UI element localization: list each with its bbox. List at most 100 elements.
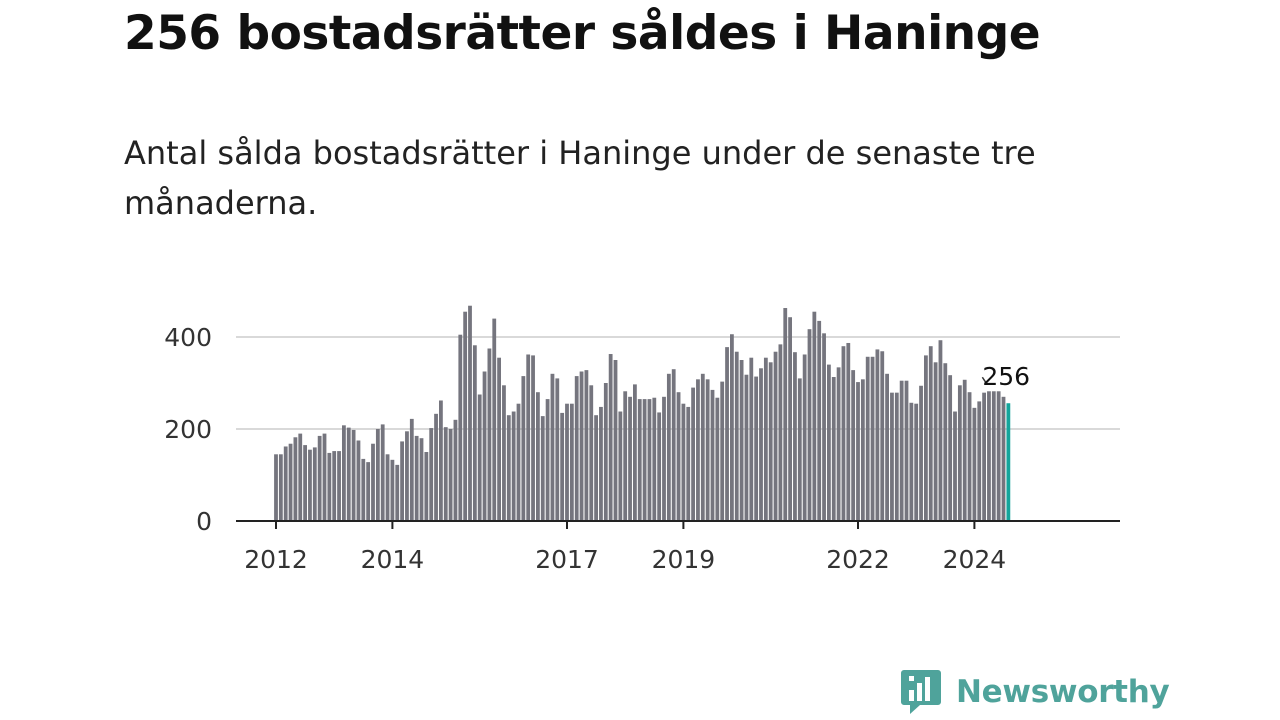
bar	[351, 429, 356, 521]
bar	[890, 392, 894, 521]
bar	[647, 399, 652, 521]
bar	[691, 387, 695, 521]
bar	[419, 438, 424, 521]
bar	[817, 320, 822, 521]
bar	[763, 357, 768, 521]
bar	[317, 435, 322, 521]
x-tick-label: 2014	[361, 545, 425, 574]
bar	[642, 399, 647, 521]
bar	[904, 380, 909, 521]
bar	[953, 411, 957, 521]
bar	[962, 379, 967, 521]
bar	[429, 428, 434, 521]
bar	[991, 391, 996, 521]
bar	[914, 403, 919, 521]
bar	[977, 401, 982, 521]
bar	[686, 406, 691, 521]
bar	[744, 374, 749, 521]
bar	[613, 360, 618, 521]
bar	[405, 431, 409, 521]
bar	[938, 340, 943, 521]
bar	[414, 435, 419, 521]
bar	[584, 370, 589, 521]
newsworthy-brand: Newsworthy	[900, 668, 1170, 716]
bar	[274, 454, 278, 521]
bar	[715, 397, 720, 521]
bar	[928, 346, 933, 521]
bar	[773, 351, 778, 521]
x-tick-label: 2024	[943, 545, 1007, 574]
bar	[322, 433, 327, 521]
bar	[468, 305, 472, 521]
bar	[802, 354, 807, 521]
bar	[506, 415, 511, 521]
bar	[749, 357, 754, 521]
bar	[836, 367, 841, 521]
bar	[899, 380, 904, 521]
bar	[526, 354, 531, 521]
bar	[666, 373, 671, 521]
bar	[327, 452, 332, 521]
bar	[308, 449, 312, 521]
bar	[366, 462, 371, 521]
x-ticks: 2012 2014 2017 2019 2022 2024	[244, 521, 1006, 574]
bar-highlighted	[1006, 403, 1011, 521]
bar	[633, 384, 637, 521]
bar	[574, 376, 579, 521]
bar	[555, 378, 560, 521]
bar	[278, 454, 283, 521]
bar	[395, 464, 400, 521]
bar	[875, 349, 880, 521]
bar	[346, 427, 351, 521]
bar	[385, 454, 390, 521]
bar	[375, 429, 380, 521]
bar	[298, 433, 303, 521]
bar	[545, 399, 550, 521]
bar	[332, 451, 337, 521]
bar	[439, 400, 443, 521]
bar	[783, 308, 788, 521]
bar	[856, 382, 860, 521]
bar	[982, 392, 986, 521]
bar	[608, 354, 613, 521]
bar	[924, 355, 928, 521]
bar	[342, 425, 346, 521]
bar	[720, 381, 725, 521]
bar	[293, 437, 298, 521]
bar	[502, 385, 506, 521]
bar	[681, 403, 686, 521]
bar	[797, 378, 802, 521]
bar	[725, 347, 729, 521]
bar	[603, 383, 608, 521]
bar	[822, 333, 826, 521]
bar	[730, 334, 734, 521]
bar	[846, 342, 851, 521]
bar	[860, 379, 865, 521]
last-value-annotation: 256	[981, 362, 1030, 391]
bar	[778, 344, 783, 521]
bar	[283, 446, 288, 521]
bar	[788, 317, 792, 521]
bar	[361, 458, 366, 521]
bar	[710, 389, 715, 521]
bar	[312, 447, 317, 521]
bar	[812, 311, 817, 521]
newsworthy-bar-chart-icon	[901, 670, 941, 714]
bar	[472, 345, 477, 521]
bar	[463, 311, 468, 521]
bar	[303, 445, 307, 521]
bar	[831, 377, 836, 521]
bar	[356, 440, 361, 521]
bar	[705, 379, 710, 521]
bar	[972, 407, 977, 521]
bar	[662, 396, 666, 521]
bar	[380, 424, 385, 521]
bar	[482, 371, 487, 521]
annotation-leader	[981, 376, 987, 384]
page-title: 256 bostadsrätter såldes i Haninge	[124, 6, 1041, 61]
bar	[768, 362, 773, 521]
bar	[453, 419, 458, 521]
bar	[560, 412, 565, 521]
bar	[637, 399, 642, 521]
bar	[851, 370, 856, 521]
